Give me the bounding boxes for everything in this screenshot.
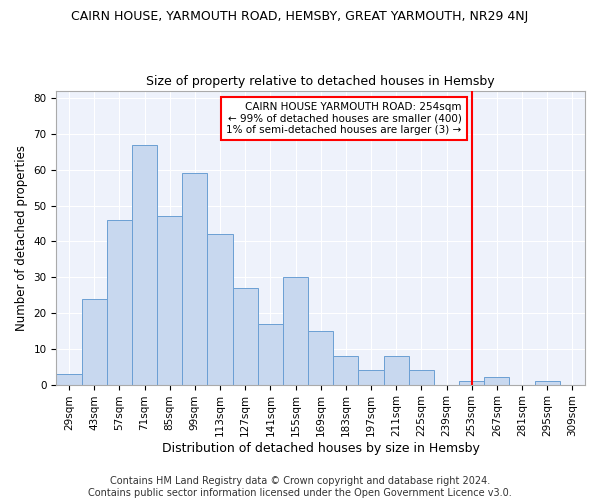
Bar (333, 356, 358, 384)
Bar (283, 277, 308, 384)
Text: Contains HM Land Registry data © Crown copyright and database right 2024.
Contai: Contains HM Land Registry data © Crown c… (88, 476, 512, 498)
Bar (132, 145, 157, 384)
Bar (535, 381, 560, 384)
X-axis label: Distribution of detached houses by size in Hemsby: Distribution of detached houses by size … (162, 442, 479, 455)
Title: Size of property relative to detached houses in Hemsby: Size of property relative to detached ho… (146, 76, 495, 88)
Bar (484, 378, 509, 384)
Bar (107, 220, 132, 384)
Bar (383, 356, 409, 384)
Bar (459, 381, 484, 384)
Bar (308, 331, 333, 384)
Bar (182, 174, 208, 384)
Bar (409, 370, 434, 384)
Bar (233, 288, 258, 384)
Bar (358, 370, 383, 384)
Bar (208, 234, 233, 384)
Y-axis label: Number of detached properties: Number of detached properties (15, 145, 28, 331)
Bar (157, 216, 182, 384)
Bar (56, 374, 82, 384)
Text: CAIRN HOUSE YARMOUTH ROAD: 254sqm
← 99% of detached houses are smaller (400)
1% : CAIRN HOUSE YARMOUTH ROAD: 254sqm ← 99% … (226, 102, 461, 135)
Bar (82, 298, 107, 384)
Text: CAIRN HOUSE, YARMOUTH ROAD, HEMSBY, GREAT YARMOUTH, NR29 4NJ: CAIRN HOUSE, YARMOUTH ROAD, HEMSBY, GREA… (71, 10, 529, 23)
Bar (258, 324, 283, 384)
